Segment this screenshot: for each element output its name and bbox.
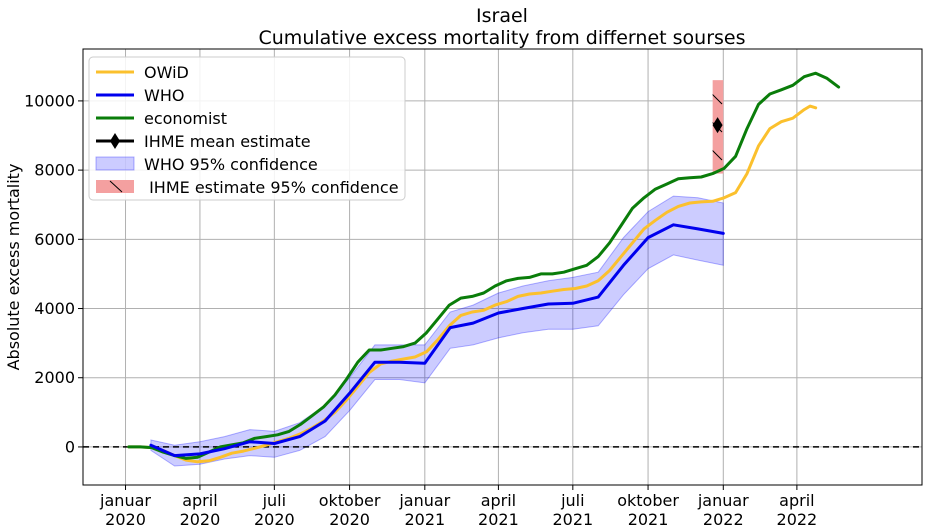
legend-box [88, 56, 406, 201]
x-tick-label: 2020 [329, 510, 370, 529]
x-tick-label: april [182, 491, 217, 510]
y-tick-label: 2000 [34, 368, 75, 387]
chart-subtitle: Cumulative excess mortality from differn… [259, 27, 746, 49]
legend-label-ihme-mean: IHME mean estimate [144, 132, 311, 151]
y-tick-label: 4000 [34, 299, 75, 318]
x-tick-label: 2021 [552, 510, 593, 529]
x-tick-label: 2021 [478, 510, 519, 529]
plot-frame [82, 48, 923, 486]
x-tick-label: 2020 [180, 510, 221, 529]
x-tick-label: 2021 [404, 510, 445, 529]
ihme-mean-marker [712, 117, 723, 134]
x-tick-label: april [779, 491, 814, 510]
y-tick-label: 10000 [24, 91, 75, 110]
x-tick-label: januar [398, 491, 450, 510]
x-tick-label: januar [697, 491, 749, 510]
legend-marker-ihme-mean [110, 133, 120, 149]
x-tick-label: januar [99, 491, 151, 510]
y-tick-label: 0 [65, 437, 75, 456]
legend-swatch-who-ci [95, 156, 135, 171]
legend-label-owid: OWiD [144, 63, 189, 82]
legend-label-who-ci: WHO 95% confidence [144, 155, 318, 174]
x-tick-label: juli [560, 491, 584, 510]
x-tick-label: 2020 [254, 510, 295, 529]
legend-swatch-ihme-ci-hatch [109, 180, 123, 193]
series-line-owid [127, 104, 818, 464]
legend-label-ihme-ci: IHME estimate 95% confidence [144, 178, 399, 197]
legend: OWiD WHO economist IHME mean estimate WH… [88, 56, 406, 201]
y-axis-label: Absolute excess mortality [4, 164, 23, 371]
x-tick-label: juli [262, 491, 286, 510]
y-tick-label: 6000 [34, 230, 75, 249]
plot-area [83, 71, 922, 467]
x-tick-label: 2020 [105, 510, 146, 529]
x-tick-label: 2021 [628, 510, 669, 529]
legend-swatch-ihme-ci [96, 180, 134, 193]
x-tick-label: 2022 [703, 510, 744, 529]
who-confidence-band [150, 195, 724, 467]
x-tick-label: april [481, 491, 516, 510]
chart-title: Israel [476, 5, 528, 27]
axes: januar2020april2020juli2020oktober2020ja… [24, 91, 817, 529]
y-tick-label: 8000 [34, 161, 75, 180]
x-tick-label: oktober [617, 491, 679, 510]
legend-label-economist: economist [144, 109, 227, 128]
x-tick-label: 2022 [777, 510, 818, 529]
x-tick-label: oktober [319, 491, 381, 510]
series-line-who [149, 223, 725, 458]
legend-label-who: WHO [144, 86, 184, 105]
